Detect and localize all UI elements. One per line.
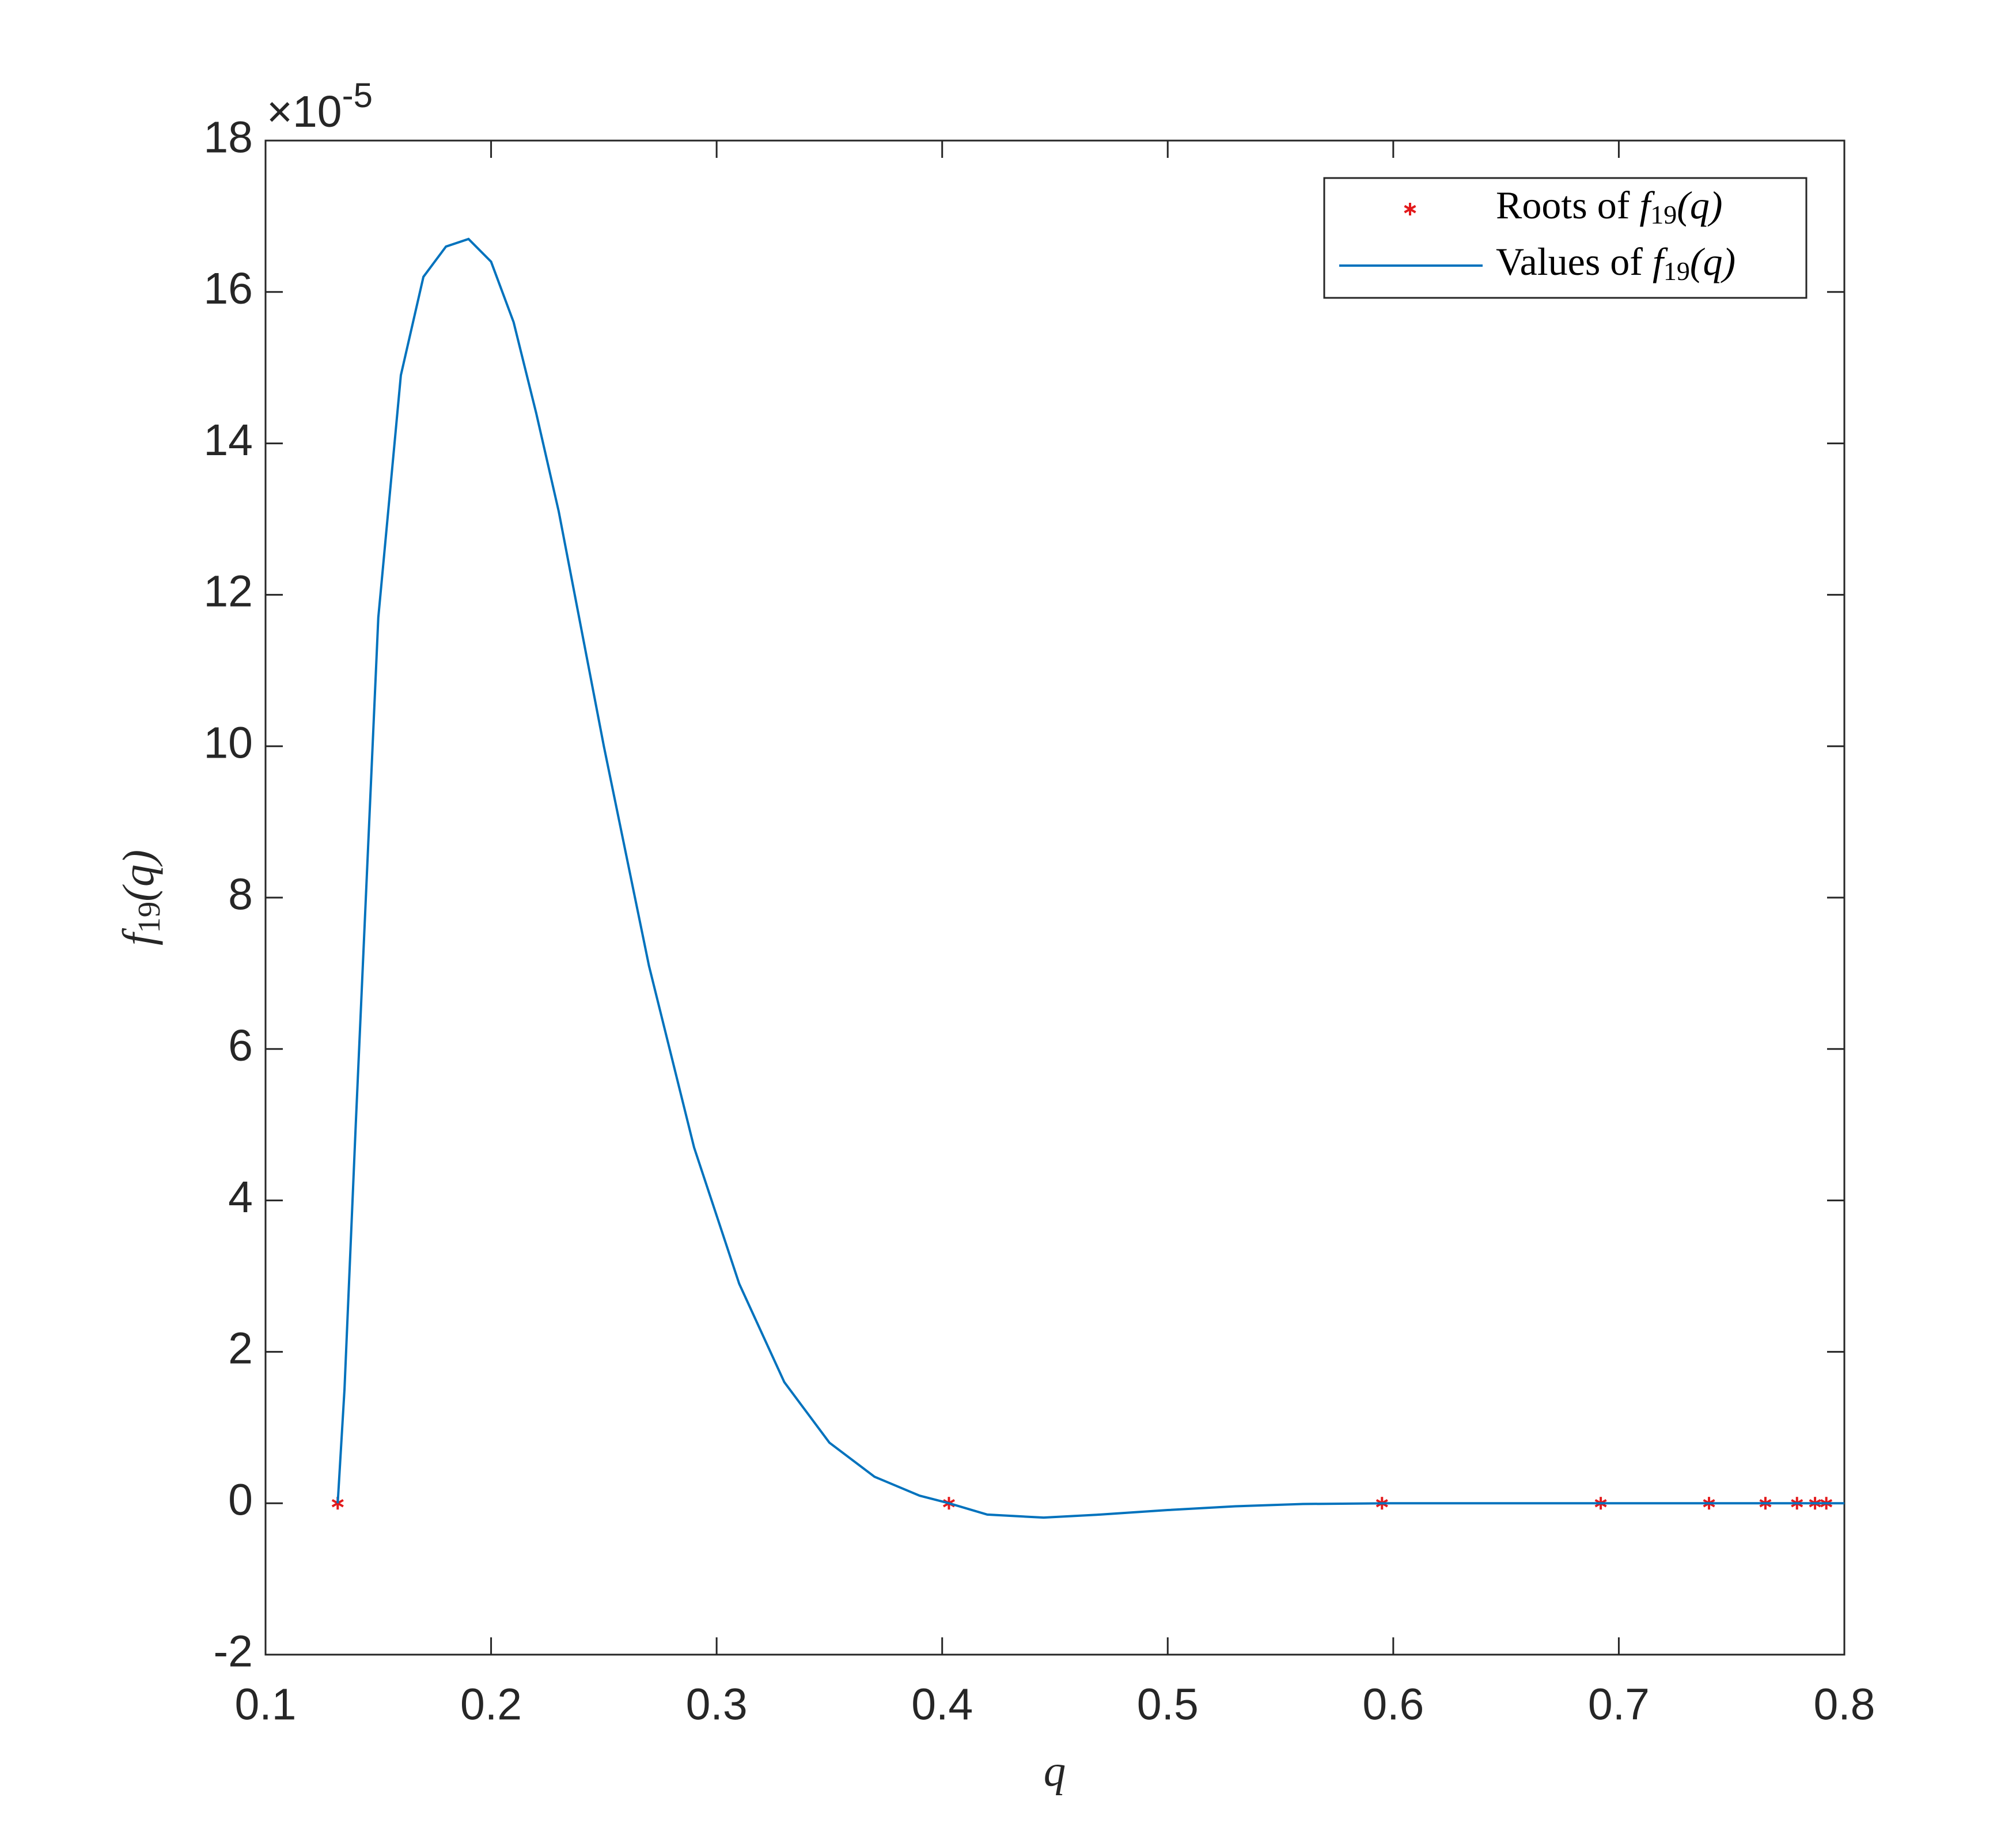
line <box>336 237 1844 1519</box>
legend-label-part: Values of <box>1496 240 1653 283</box>
y-tick-label: 16 <box>203 264 253 313</box>
x-tick-label: 0.4 <box>911 1679 973 1729</box>
y-axis-label-part: 19 <box>131 902 166 933</box>
legend-label-part: 19 <box>1650 200 1677 229</box>
marker-stroke <box>1404 205 1416 214</box>
y-tick-label: 8 <box>228 869 253 919</box>
legend-label-part: (q) <box>1677 183 1722 227</box>
x-tick-label: 0.8 <box>1813 1679 1875 1729</box>
x-tick-label: 0.6 <box>1362 1679 1424 1729</box>
y-axis-label-part: (q) <box>113 850 163 902</box>
y-tick-label: 4 <box>228 1172 253 1222</box>
y-multiplier-base: ×10 <box>267 87 342 137</box>
legend-label: Values of f19(q) <box>1496 240 1735 286</box>
y-tick-label: 6 <box>228 1021 253 1070</box>
x-tick-label: 0.7 <box>1588 1679 1650 1729</box>
y-multiplier: ×10-5 <box>267 76 373 137</box>
x-tick-label: 0.1 <box>234 1679 296 1729</box>
y-tick-label: 14 <box>203 415 253 465</box>
x-tick-label: 0.5 <box>1137 1679 1199 1729</box>
x-tick-label: 0.3 <box>686 1679 748 1729</box>
y-tick-label: 10 <box>203 718 253 768</box>
legend-marker <box>1404 203 1416 215</box>
legend-label-part: 19 <box>1663 256 1690 286</box>
y-tick-label: 12 <box>203 567 253 616</box>
y-multiplier-exponent: -5 <box>342 76 373 115</box>
x-tick-label: 0.2 <box>460 1679 522 1729</box>
y-axis-label: f19(q) <box>113 850 166 945</box>
y-tick-label: 0 <box>228 1475 253 1525</box>
legend-label-part: Roots of <box>1496 183 1639 227</box>
y-tick-label: 18 <box>203 112 253 162</box>
y-tick-label: 2 <box>228 1324 253 1373</box>
legend-label: Roots of f19(q) <box>1496 183 1723 229</box>
y-tick-label: -2 <box>214 1626 253 1676</box>
x-axis-label: q <box>1044 1746 1066 1796</box>
axes-box <box>264 139 1846 1656</box>
legend-label-part: (q) <box>1690 240 1735 283</box>
legend-box <box>1323 177 1807 299</box>
